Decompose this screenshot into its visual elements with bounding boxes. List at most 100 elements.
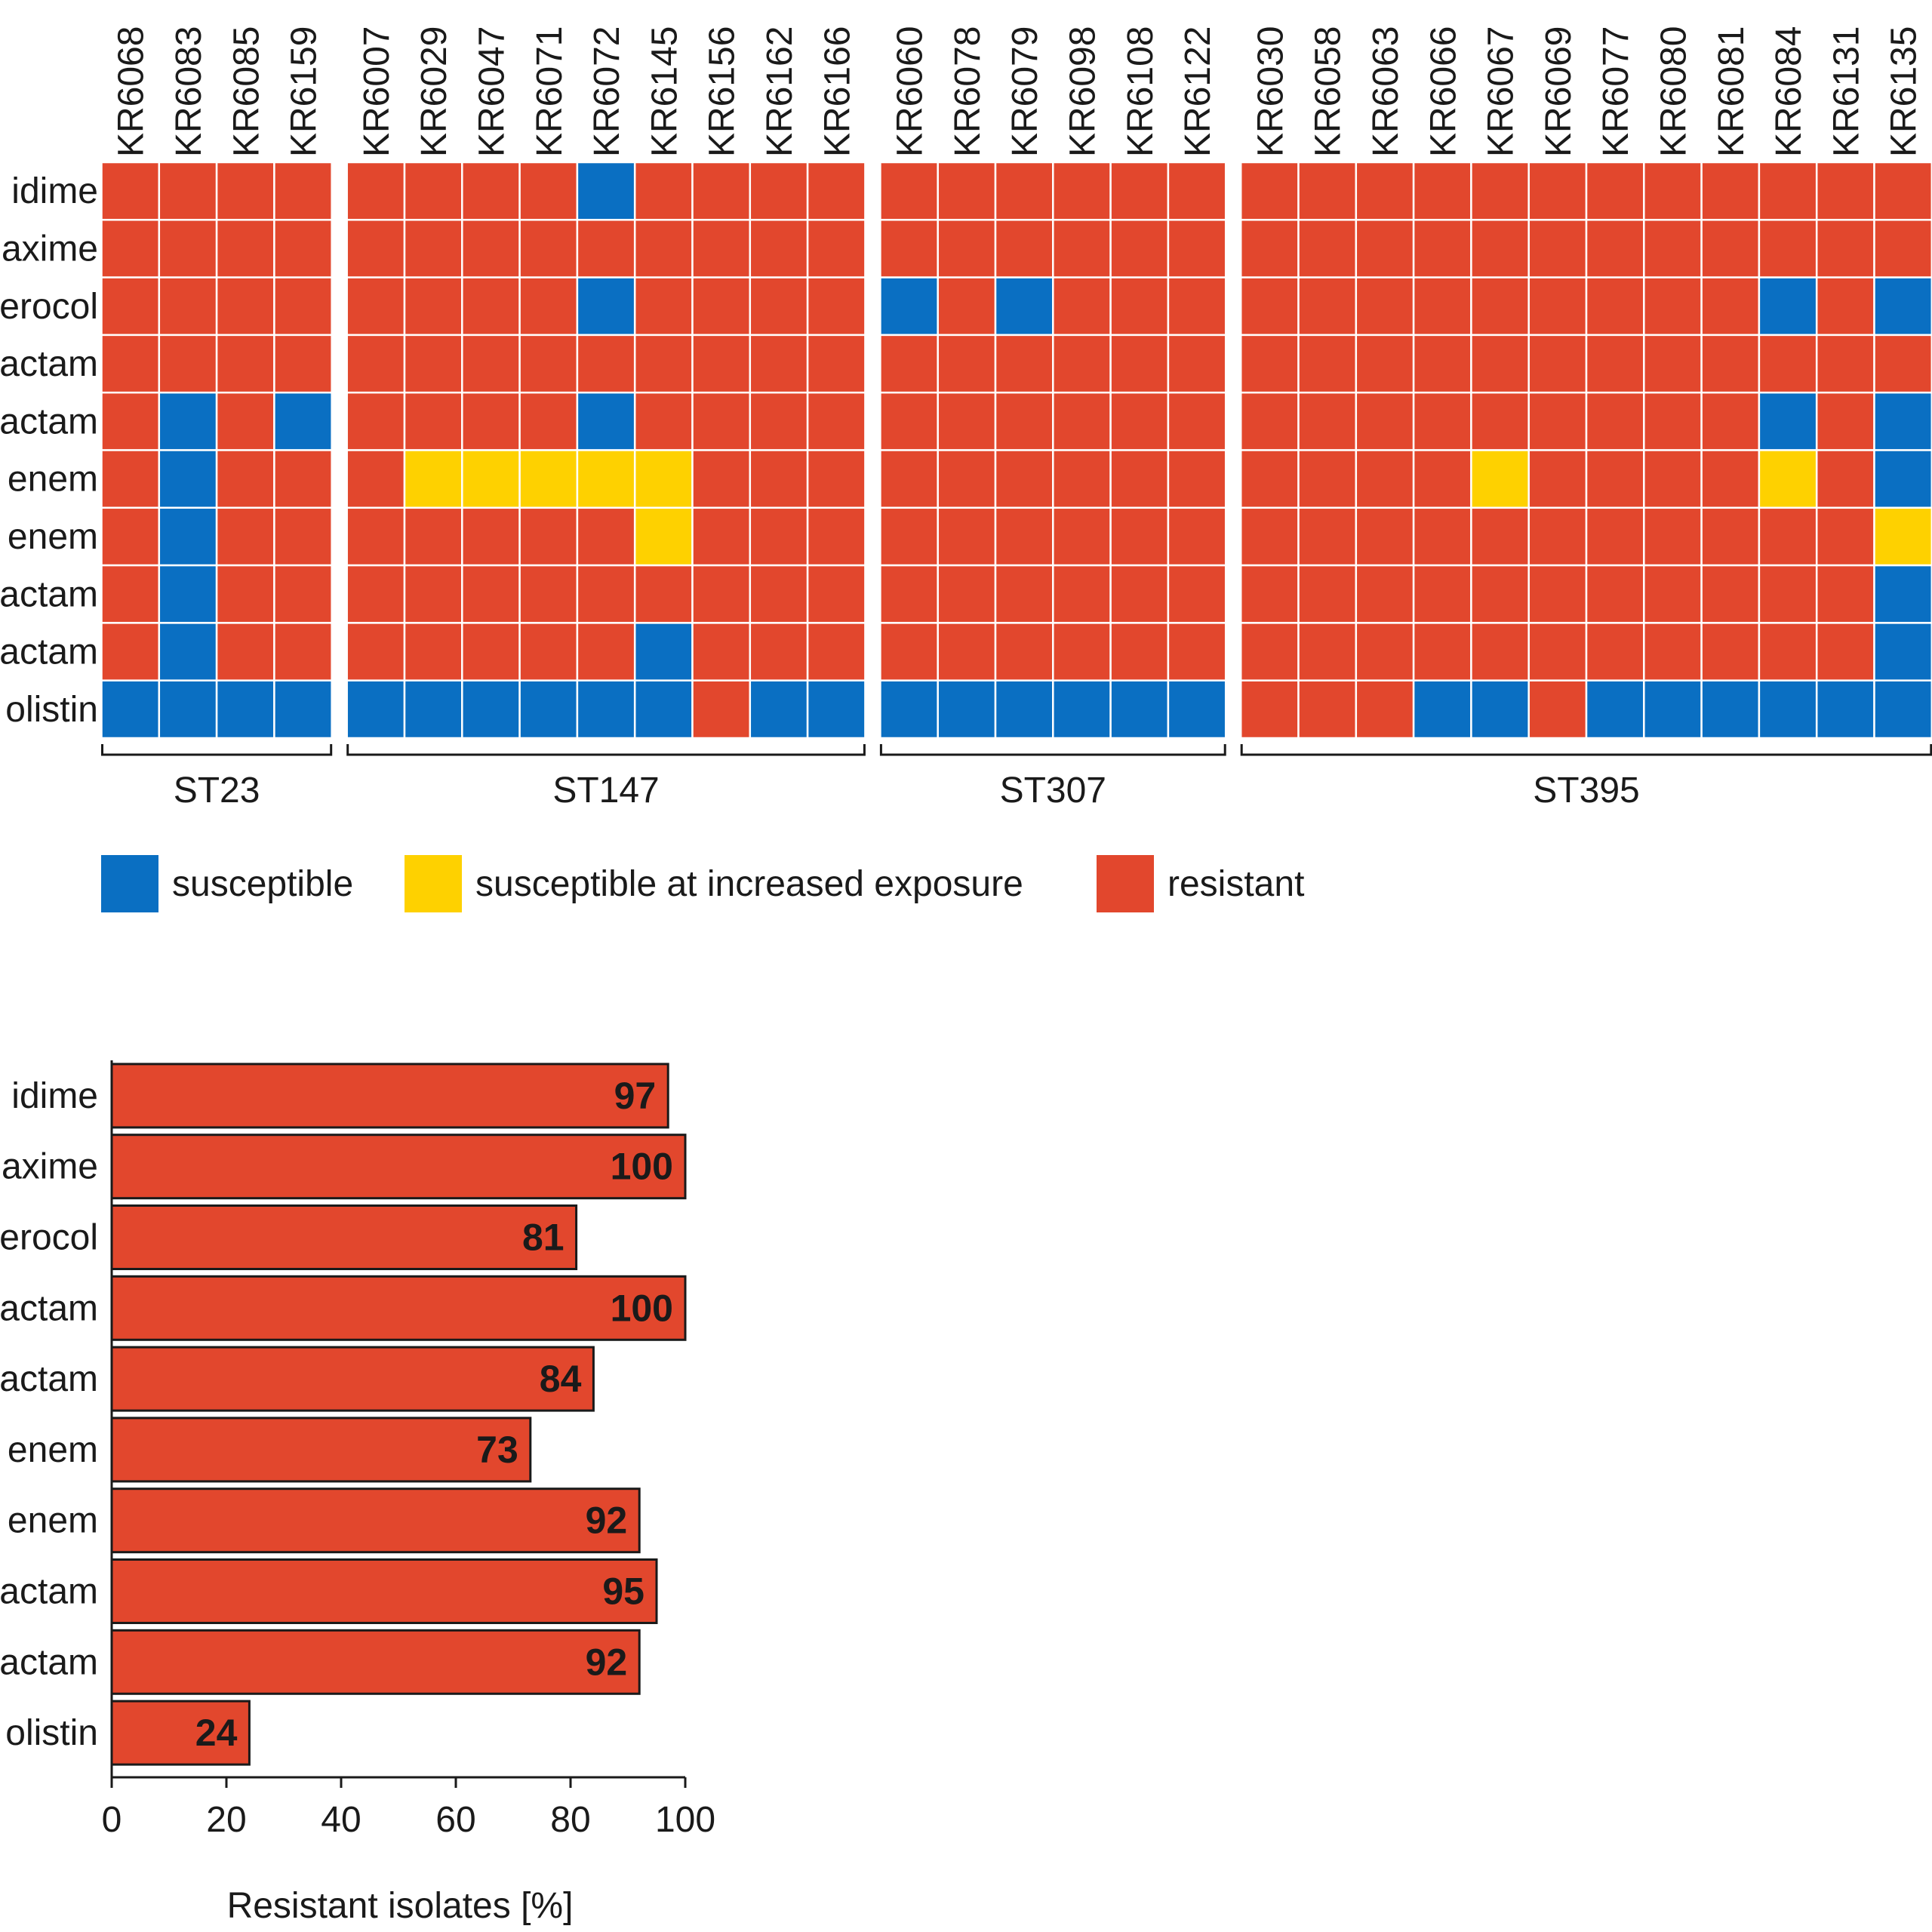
isolate-label: KR6060 bbox=[891, 26, 931, 157]
heatmap-cell bbox=[1470, 391, 1530, 451]
heatmap-cell bbox=[1815, 449, 1875, 509]
heatmap-cell bbox=[518, 219, 579, 278]
heatmap-cell bbox=[994, 679, 1054, 740]
x-tick-label: 60 bbox=[435, 1800, 475, 1840]
heatmap-cell bbox=[1239, 276, 1300, 337]
heatmap-row-label: actam bbox=[0, 574, 98, 614]
bar-category-label: actam bbox=[0, 1288, 98, 1328]
heatmap-cell bbox=[576, 449, 636, 509]
bar bbox=[110, 1487, 641, 1554]
heatmap-cell bbox=[518, 564, 579, 624]
heatmap-cell bbox=[1355, 391, 1415, 451]
heatmap-cell bbox=[633, 391, 694, 451]
heatmap-cell bbox=[346, 161, 406, 221]
heatmap-cell bbox=[100, 276, 161, 337]
group-bracket bbox=[346, 744, 866, 756]
heatmap-cell bbox=[1700, 219, 1761, 278]
heatmap-cell bbox=[158, 506, 218, 567]
heatmap-cell bbox=[100, 161, 161, 221]
heatmap-cell bbox=[1297, 679, 1358, 740]
heatmap-cell bbox=[937, 449, 997, 509]
isolate-label: KR6085 bbox=[226, 26, 266, 157]
heatmap-cell bbox=[158, 161, 218, 221]
heatmap-cell bbox=[518, 506, 579, 567]
bar-value-label: 100 bbox=[611, 1287, 673, 1329]
bar-category-label: enem bbox=[8, 1501, 98, 1541]
isolate-label: KR6068 bbox=[112, 26, 152, 157]
heatmap-cell bbox=[1412, 506, 1472, 567]
resistance-heatmap: idime axime erocol actam actam enem enem actam a… bbox=[0, 26, 1932, 811]
heatmap-cell bbox=[633, 679, 694, 740]
heatmap-cell bbox=[1527, 161, 1588, 221]
heatmap-cell bbox=[1167, 449, 1227, 509]
isolate-label: KR6131 bbox=[1826, 26, 1866, 157]
heatmap-cell bbox=[1109, 449, 1170, 509]
x-tick-label: 20 bbox=[206, 1800, 246, 1840]
heatmap-cell bbox=[1297, 564, 1358, 624]
heatmap-cell bbox=[403, 219, 463, 278]
heatmap-cell bbox=[215, 622, 275, 681]
heatmap-cell bbox=[1109, 334, 1170, 394]
heatmap-cell bbox=[215, 506, 275, 567]
heatmap-cell bbox=[1873, 219, 1932, 278]
bar-value-label: 92 bbox=[586, 1641, 628, 1683]
isolate-label: KR6084 bbox=[1769, 26, 1809, 157]
heatmap-cell bbox=[1470, 622, 1530, 681]
heatmap-cell bbox=[518, 334, 579, 394]
heatmap-cell bbox=[158, 679, 218, 740]
heatmap-cell bbox=[273, 622, 333, 681]
heatmap-cell bbox=[1239, 622, 1300, 681]
heatmap-cell bbox=[1758, 391, 1818, 451]
bar-category-label: olistin bbox=[5, 1713, 98, 1753]
heatmap-cell bbox=[1109, 679, 1170, 740]
heatmap-cell bbox=[1167, 564, 1227, 624]
heatmap-cell bbox=[158, 622, 218, 681]
heatmap-cell bbox=[518, 161, 579, 221]
heatmap-cell bbox=[806, 564, 866, 624]
heatmap-cell bbox=[1815, 219, 1875, 278]
heatmap-cell bbox=[403, 449, 463, 509]
heatmap-cell bbox=[461, 219, 521, 278]
heatmap-cell bbox=[1412, 391, 1472, 451]
heatmap-cell bbox=[879, 276, 939, 337]
group-label: ST395 bbox=[1533, 771, 1639, 811]
x-tick-label: 100 bbox=[655, 1800, 715, 1840]
heatmap-cell bbox=[1758, 449, 1818, 509]
heatmap-cell bbox=[1758, 334, 1818, 394]
heatmap-cell bbox=[215, 219, 275, 278]
heatmap-cell bbox=[100, 219, 161, 278]
heatmap-cell bbox=[1873, 679, 1932, 740]
heatmap-cell bbox=[273, 679, 333, 740]
heatmap-cell bbox=[1643, 449, 1703, 509]
heatmap-cell bbox=[1873, 276, 1932, 337]
legend-label: resistant bbox=[1168, 864, 1304, 904]
isolate-label: KR6069 bbox=[1539, 26, 1579, 157]
heatmap-cell bbox=[346, 506, 406, 567]
heatmap-cell bbox=[1239, 334, 1300, 394]
heatmap-cell bbox=[937, 679, 997, 740]
heatmap-cell bbox=[576, 219, 636, 278]
legend-label: susceptible at increased exposure bbox=[475, 864, 1023, 904]
heatmap-cell bbox=[100, 679, 161, 740]
heatmap-cell bbox=[1585, 622, 1645, 681]
heatmap-cell bbox=[346, 564, 406, 624]
heatmap-cell bbox=[518, 276, 579, 337]
heatmap-cell bbox=[1585, 679, 1645, 740]
heatmap-cell bbox=[1700, 506, 1761, 567]
isolate-label: KR6162 bbox=[760, 26, 800, 157]
bar-category-label: actam bbox=[0, 1642, 98, 1682]
heatmap-cell bbox=[1470, 679, 1530, 740]
heatmap-cell bbox=[994, 219, 1054, 278]
heatmap-cell bbox=[273, 391, 333, 451]
heatmap-cell bbox=[1297, 161, 1358, 221]
heatmap-cell bbox=[1239, 219, 1300, 278]
heatmap-cell bbox=[806, 334, 866, 394]
heatmap-cell bbox=[806, 161, 866, 221]
bar-category-label: axime bbox=[2, 1147, 98, 1187]
x-tick-label: 40 bbox=[321, 1800, 361, 1840]
heatmap-cell bbox=[461, 161, 521, 221]
isolate-label: KR6156 bbox=[703, 26, 743, 157]
heatmap-cell bbox=[1527, 506, 1588, 567]
heatmap-cell bbox=[879, 334, 939, 394]
heatmap-cell bbox=[806, 679, 866, 740]
